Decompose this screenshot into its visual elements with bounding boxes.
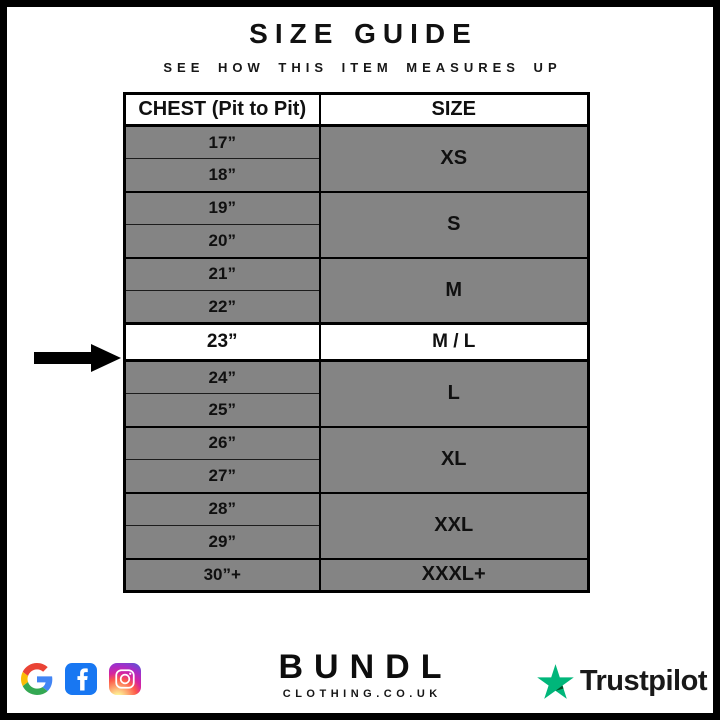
- size-cell: XS: [319, 124, 589, 192]
- size-column-header: SIZE: [319, 93, 589, 127]
- chest-cell: 24”: [124, 359, 321, 394]
- chest-cell: 30”+: [124, 557, 321, 592]
- table-row: 19” S: [124, 190, 589, 258]
- brand-name: BUNDL: [278, 648, 453, 686]
- trustpilot-label: Trustpilot: [579, 665, 708, 697]
- table-row: 17” XS: [124, 124, 589, 192]
- page-header: SIZE GUIDE SEE HOW THIS ITEM MEASURES UP: [7, 18, 713, 75]
- table-row: 20”: [124, 224, 589, 258]
- table-row: 30”+ XXXL+: [124, 557, 589, 592]
- chest-cell: 29”: [124, 525, 321, 559]
- page-subtitle: SEE HOW THIS ITEM MEASURES UP: [163, 60, 562, 75]
- chest-cell: 18”: [124, 158, 321, 192]
- chest-cell: 22”: [124, 290, 321, 324]
- size-cell: L: [319, 359, 589, 427]
- trustpilot-logo: Trustpilot: [537, 664, 708, 699]
- table-row: 24” L: [124, 359, 589, 427]
- size-cell: M / L: [319, 322, 589, 362]
- size-cell: XL: [319, 425, 589, 493]
- table-header-row: CHEST (Pit to Pit) SIZE: [124, 93, 589, 127]
- chest-cell: 20”: [124, 224, 321, 258]
- chest-cell: 21”: [124, 256, 321, 291]
- chest-cell: 17”: [124, 124, 321, 159]
- page-title: SIZE GUIDE: [249, 18, 478, 49]
- brand-logo: BUNDL CLOTHING.CO.UK: [7, 650, 713, 700]
- chest-column-header: CHEST (Pit to Pit): [124, 93, 321, 127]
- table-row: 22”: [124, 290, 589, 324]
- facebook-icon: [65, 663, 97, 695]
- highlight-arrow-icon: [34, 344, 121, 372]
- chest-cell: 19”: [124, 190, 321, 225]
- size-table: CHEST (Pit to Pit) SIZE 17” XS 18” 19” S 20” 2…: [123, 92, 590, 593]
- size-cell: XXL: [319, 491, 589, 559]
- size-cell: S: [319, 190, 589, 258]
- table-row-highlighted: 23” M / L: [124, 322, 589, 362]
- size-cell: M: [319, 256, 589, 324]
- table-row: 29”: [124, 525, 589, 559]
- table-row: 21” M: [124, 256, 589, 324]
- chest-cell: 27”: [124, 459, 321, 493]
- table-row: 28” XXL: [124, 491, 589, 559]
- chest-cell: 25”: [124, 393, 321, 427]
- chest-cell: 28”: [124, 491, 321, 526]
- trustpilot-star-icon: [537, 664, 574, 699]
- table-row: 25”: [124, 393, 589, 427]
- size-cell: XXXL+: [319, 557, 589, 592]
- social-icons: [21, 663, 141, 695]
- instagram-icon: [109, 663, 141, 695]
- table-row: 27”: [124, 459, 589, 493]
- table-row: 26” XL: [124, 425, 589, 493]
- google-icon: [21, 663, 53, 695]
- chest-cell: 26”: [124, 425, 321, 460]
- table-row: 18”: [124, 158, 589, 192]
- brand-domain: CLOTHING.CO.UK: [282, 688, 442, 700]
- chest-cell: 23”: [124, 322, 321, 362]
